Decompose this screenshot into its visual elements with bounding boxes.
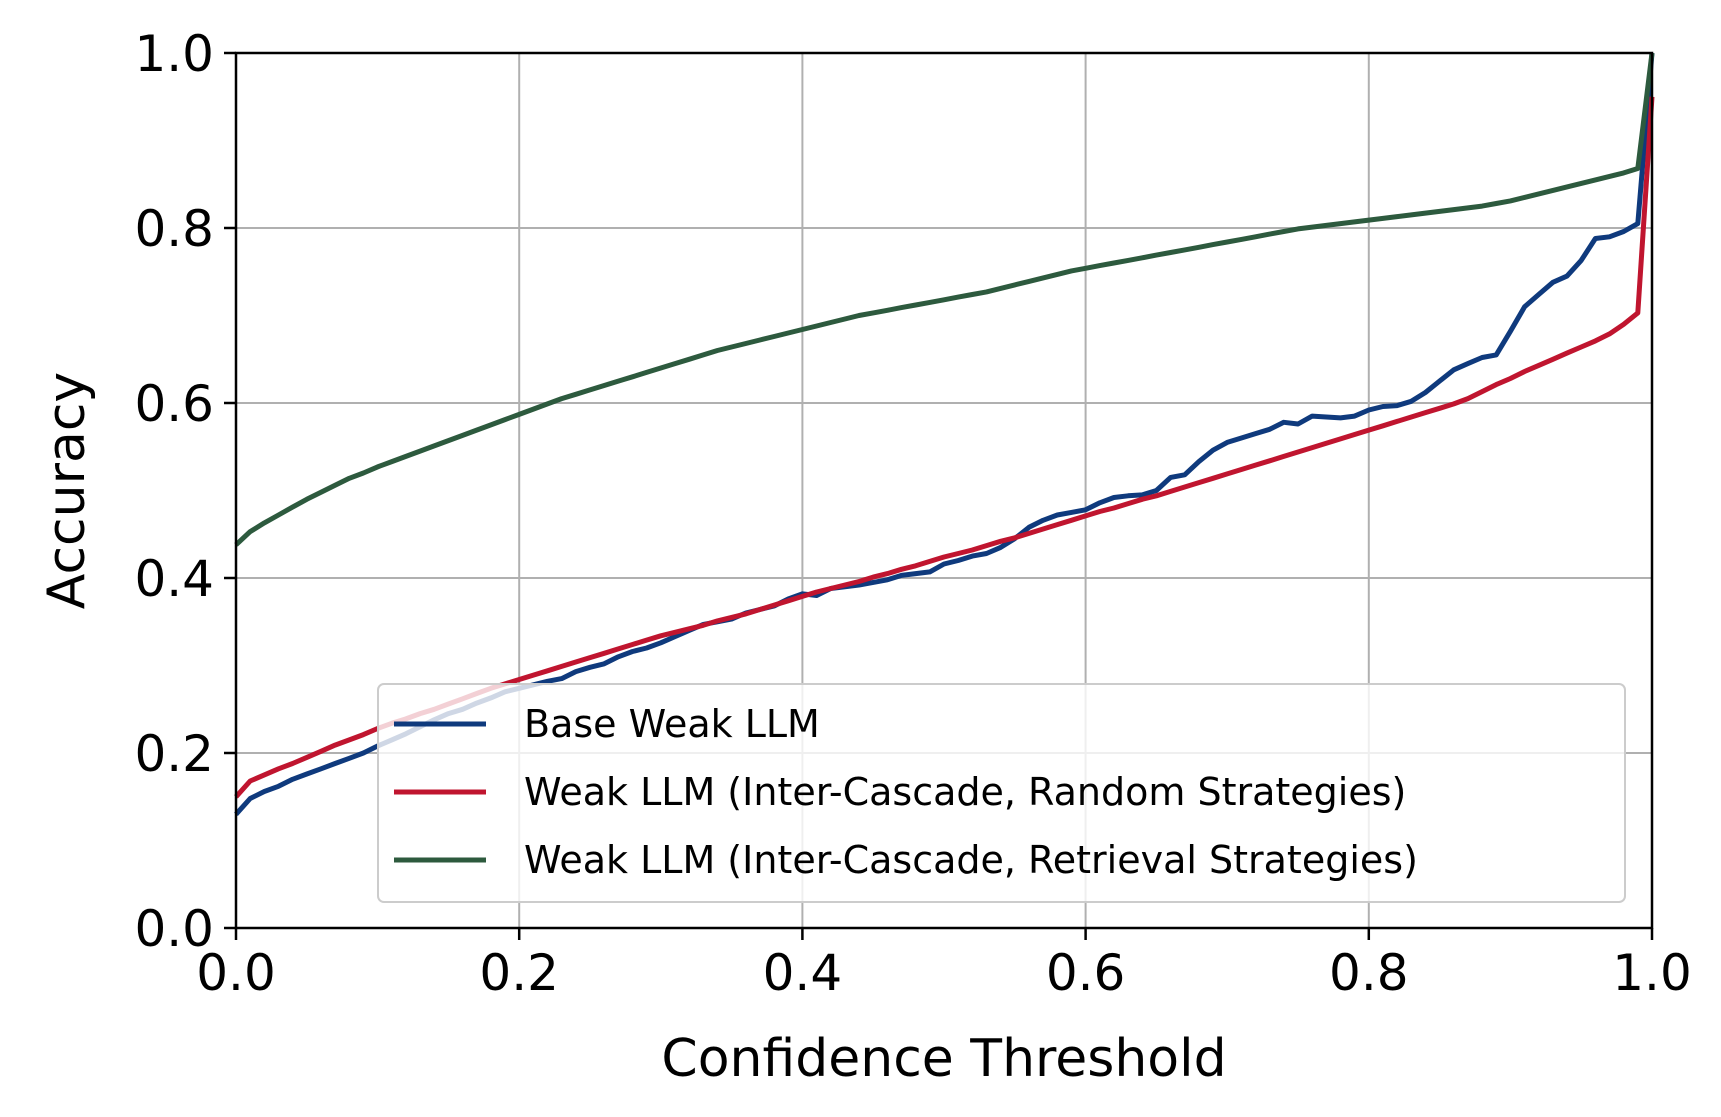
legend-label-2: Weak LLM (Inter-Cascade, Random Strategi… (524, 770, 1406, 814)
y-tick-label: 0.2 (134, 725, 214, 783)
y-axis-label: Accuracy (37, 372, 97, 609)
series-line-3 (234, 52, 1655, 547)
x-tick-label: 0.0 (196, 944, 276, 1002)
y-tick-label: 0.8 (134, 200, 214, 258)
legend-label-1: Base Weak LLM (524, 702, 820, 746)
axis-ticks: 0.0 0.2 0.4 0.6 0.8 1.0 0.0 0.2 0.4 0.6 0.8 1.0 (134, 25, 1691, 1002)
x-tick-label: 0.2 (479, 944, 559, 1002)
y-tick-label: 1.0 (134, 25, 214, 83)
y-tick-label: 0.6 (134, 375, 214, 433)
x-tick-label: 1.0 (1612, 944, 1692, 1002)
x-tick-label: 0.8 (1329, 944, 1409, 1002)
plot-frame (234, 51, 1654, 930)
x-tick-label: 0.4 (763, 944, 843, 1002)
legend-box (377, 683, 1626, 903)
y-tick-label: 0.4 (134, 550, 214, 608)
legend-label-3: Weak LLM (Inter-Cascade, Retrieval Strat… (524, 838, 1418, 882)
y-tick-label: 0.0 (134, 900, 214, 958)
x-tick-label: 0.6 (1046, 944, 1126, 1002)
legend: Base Weak LLM Weak LLM (Inter-Cascade, Ra… (377, 683, 1626, 903)
x-axis-label: Confidence Threshold (661, 1029, 1226, 1089)
